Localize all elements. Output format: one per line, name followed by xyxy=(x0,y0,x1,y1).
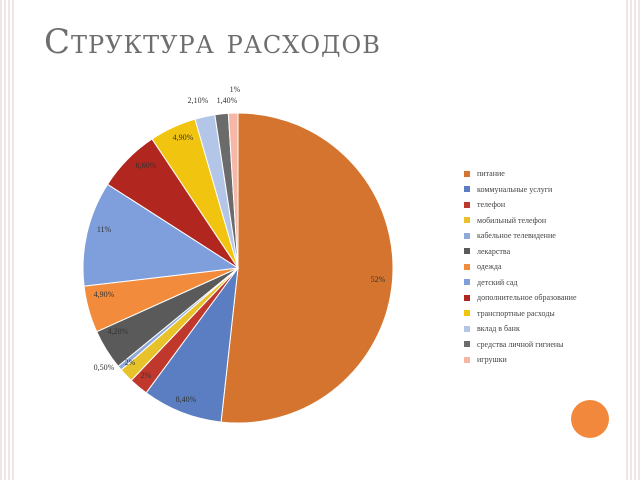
legend-item: игрушки xyxy=(464,352,577,368)
legend-swatch xyxy=(464,232,470,239)
legend-label: мобильный телефон xyxy=(477,215,547,225)
legend-item: питание xyxy=(464,166,577,182)
legend-label: игрушки xyxy=(477,355,507,365)
slice-value-label: 1,40% xyxy=(217,96,238,105)
legend-swatch xyxy=(464,201,470,208)
slice-value-label: 2% xyxy=(125,358,136,367)
slide-border-right xyxy=(626,0,640,480)
legend-swatch xyxy=(464,294,470,301)
legend-label: вклад в банк xyxy=(477,324,520,334)
legend-label: одежда xyxy=(477,262,502,272)
legend-label: лекарства xyxy=(477,246,511,256)
legend-item: мобильный телефон xyxy=(464,213,577,229)
decorative-orange-circle xyxy=(571,400,609,438)
legend-item: лекарства xyxy=(464,244,577,260)
slice-value-label: 0,50% xyxy=(94,363,115,372)
legend-swatch xyxy=(464,186,470,193)
legend-swatch xyxy=(464,341,470,348)
slice-value-label: 11% xyxy=(97,225,112,234)
legend-item: транспортные расходы xyxy=(464,306,577,322)
slice-value-label: 2,10% xyxy=(188,96,209,105)
legend-item: телефон xyxy=(464,197,577,213)
legend-item: дополнительное образование xyxy=(464,290,577,306)
pie-slice xyxy=(82,183,240,287)
legend-swatch xyxy=(464,325,470,332)
legend-label: средства личной гигиены xyxy=(477,339,564,349)
legend-item: коммунальные услуги xyxy=(464,182,577,198)
legend-item: вклад в банк xyxy=(464,321,577,337)
slice-value-label: 4,90% xyxy=(94,290,115,299)
legend-item: детский сад xyxy=(464,275,577,291)
legend-swatch xyxy=(464,310,470,317)
chart-legend: питание коммунальные услуги телефон мобильн… xyxy=(464,166,577,368)
legend-swatch xyxy=(464,217,470,224)
slice-value-label: 4,90% xyxy=(173,133,194,142)
legend-swatch xyxy=(464,279,470,286)
slice-value-label: 8,40% xyxy=(176,395,197,404)
legend-swatch xyxy=(464,263,470,270)
legend-label: телефон xyxy=(477,200,506,210)
legend-label: кабельное телевидение xyxy=(477,231,556,241)
legend-item: средства личной гигиены xyxy=(464,337,577,353)
slide-border-left xyxy=(0,0,16,480)
slice-value-label: 2% xyxy=(141,371,152,380)
slice-value-label: 52% xyxy=(371,275,386,284)
legend-item: одежда xyxy=(464,259,577,275)
slice-value-label: 4,20% xyxy=(108,327,129,336)
legend-label: питание xyxy=(477,169,505,179)
legend-swatch xyxy=(464,356,470,363)
legend-label: транспортные расходы xyxy=(477,308,555,318)
legend-item: кабельное телевидение xyxy=(464,228,577,244)
slide-title: Структура расходов xyxy=(44,22,381,62)
pie-slice xyxy=(227,112,239,269)
slice-value-label: 6,60% xyxy=(136,161,157,170)
legend-label: детский сад xyxy=(477,277,518,287)
legend-label: дополнительное образование xyxy=(477,293,577,303)
legend-swatch xyxy=(464,248,470,255)
pie-slice xyxy=(220,112,394,424)
legend-swatch xyxy=(464,170,470,177)
legend-label: коммунальные услуги xyxy=(477,184,553,194)
slice-value-label: 1% xyxy=(230,85,241,94)
